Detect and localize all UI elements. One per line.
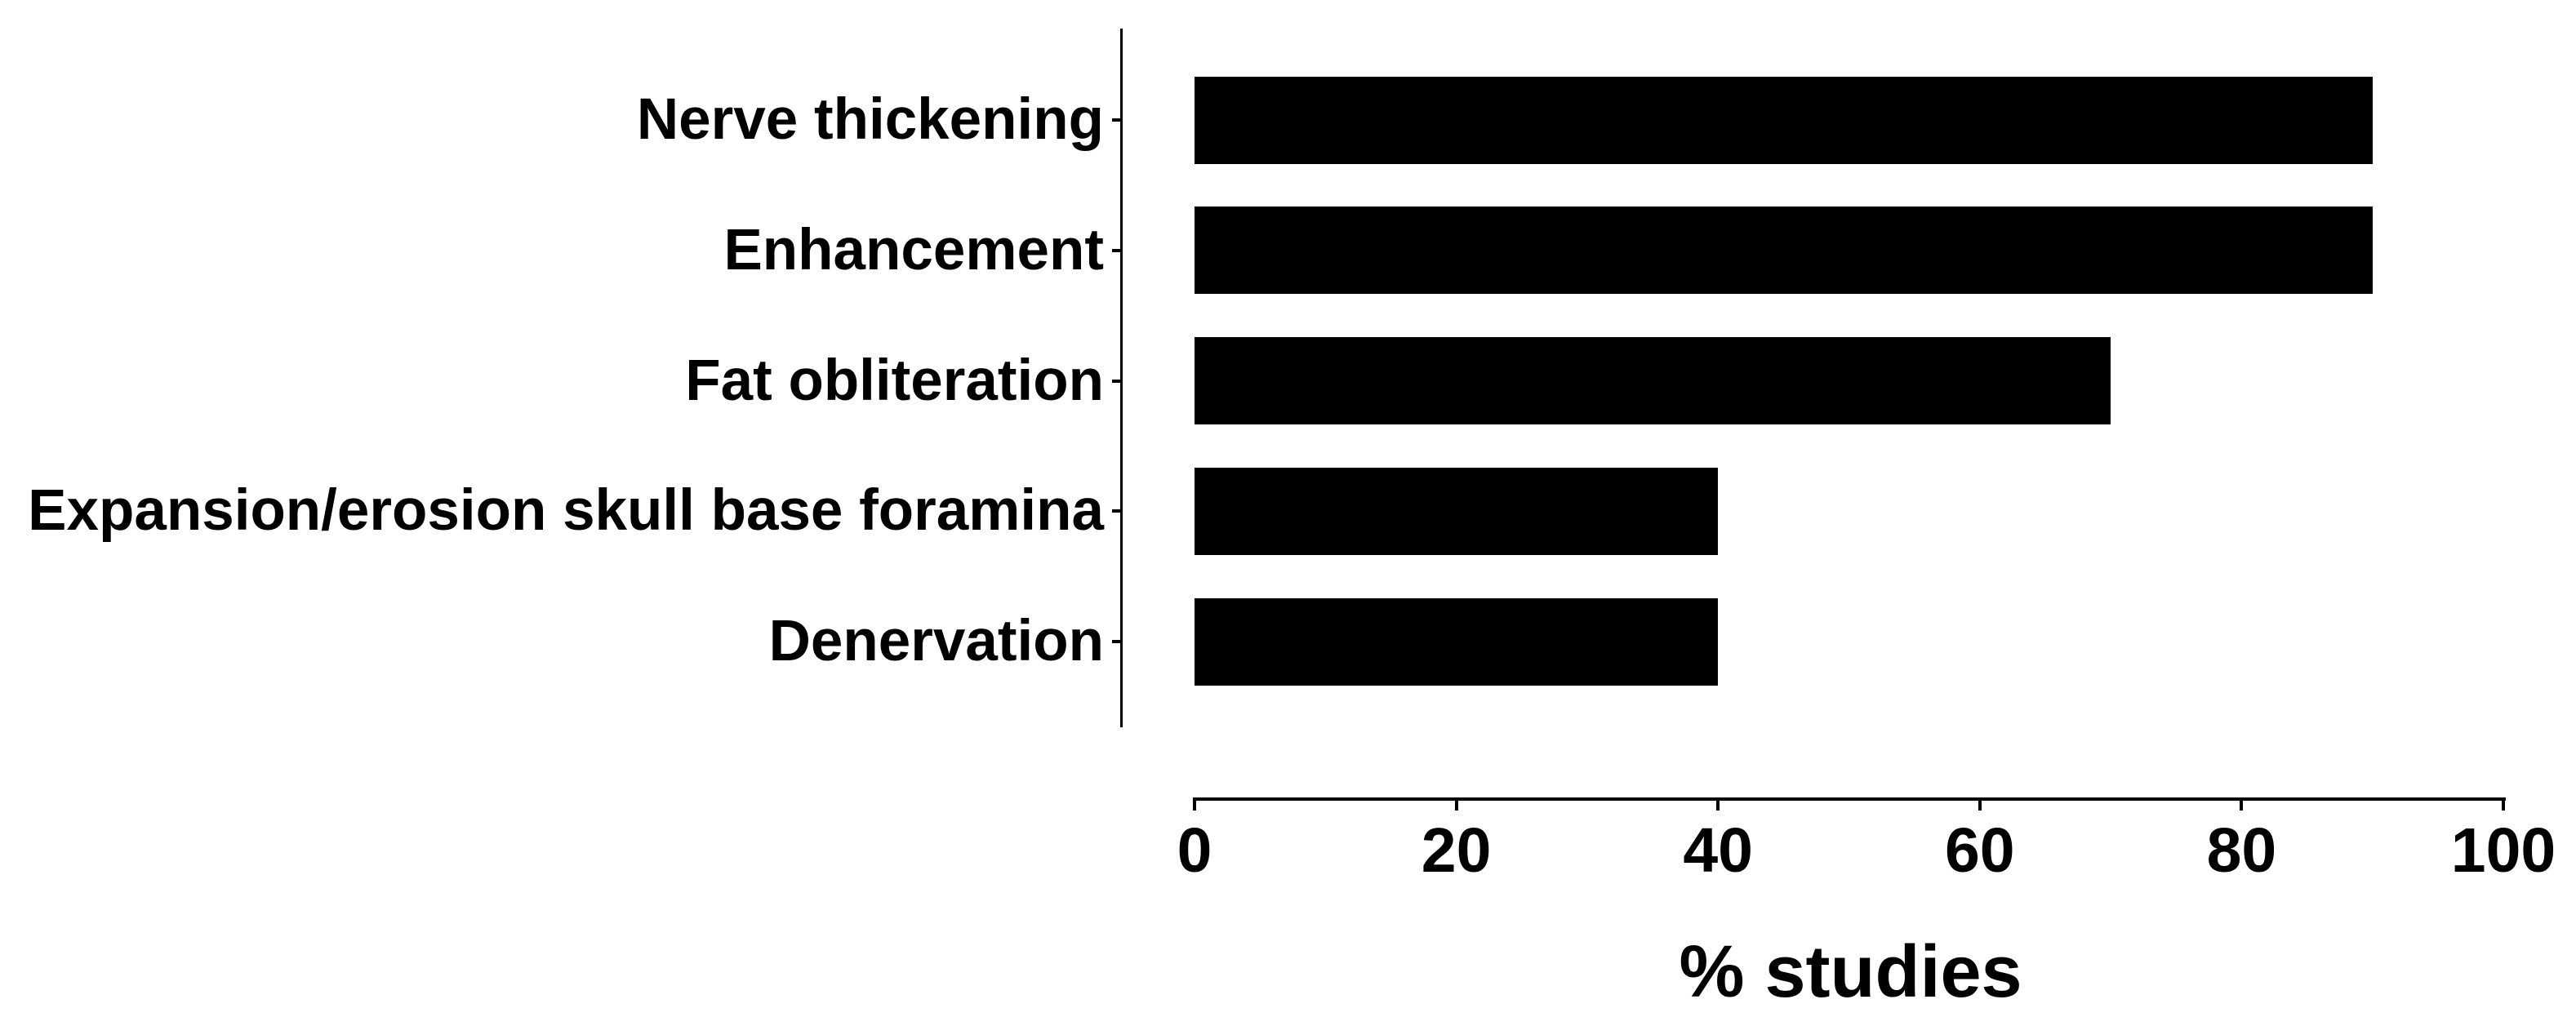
x-axis-tick-label: 100 <box>2450 815 2556 886</box>
x-axis-line <box>1193 797 2506 801</box>
category-label: Denervation <box>768 609 1104 673</box>
x-axis-tick-label: 60 <box>1944 815 2015 886</box>
y-axis-tick <box>1112 118 1122 122</box>
y-axis-tick <box>1112 509 1122 513</box>
x-axis-tick <box>1454 799 1458 811</box>
category-label: Fat obliteration <box>685 348 1104 413</box>
category-label: Nerve thickening <box>636 87 1104 152</box>
bar <box>1195 337 2111 424</box>
y-axis-tick <box>1112 640 1122 643</box>
bar <box>1195 467 1718 555</box>
x-axis-tick-label: 0 <box>1177 815 1212 886</box>
y-axis-line <box>1120 29 1123 727</box>
bar <box>1195 76 2373 164</box>
x-axis-tick <box>2502 799 2505 811</box>
bar <box>1195 207 2373 295</box>
x-axis-title: % studies <box>1679 931 2022 1013</box>
category-label: Enhancement <box>723 217 1104 282</box>
x-axis-tick-label: 40 <box>1683 815 1754 886</box>
bar <box>1195 597 1718 686</box>
y-axis-tick <box>1112 248 1122 252</box>
x-axis-tick-label: 20 <box>1421 815 1492 886</box>
x-axis-tick <box>1193 799 1196 811</box>
category-label: Expansion/erosion skull base foramina <box>28 478 1104 544</box>
x-axis-tick <box>2240 799 2244 811</box>
x-axis-tick-label: 80 <box>2206 815 2277 886</box>
x-axis-tick <box>1716 799 1720 811</box>
y-axis-tick <box>1112 379 1122 383</box>
x-axis-tick <box>1978 799 1982 811</box>
